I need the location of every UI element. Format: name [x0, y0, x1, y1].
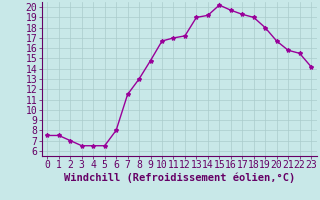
- X-axis label: Windchill (Refroidissement éolien,°C): Windchill (Refroidissement éolien,°C): [64, 173, 295, 183]
